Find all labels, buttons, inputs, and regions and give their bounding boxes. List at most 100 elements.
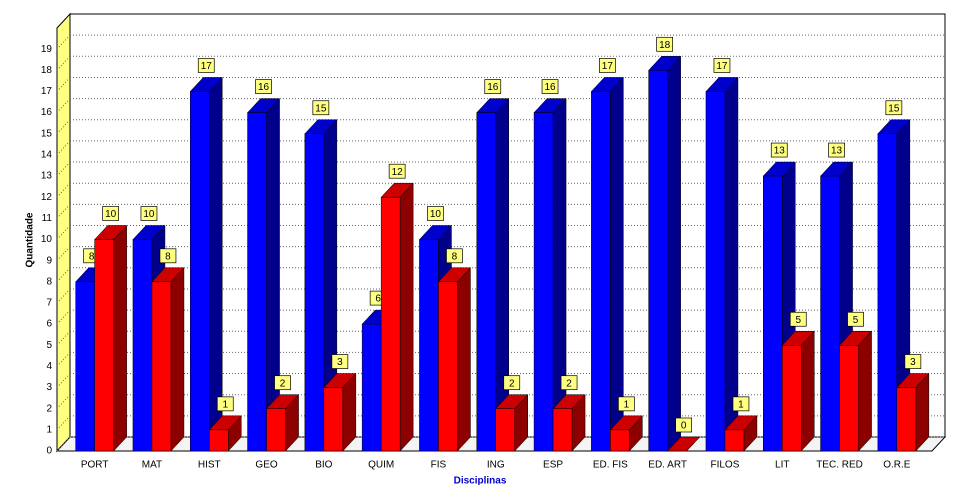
- bar-top: [667, 436, 701, 452]
- x-tick-label: ESP: [543, 460, 563, 471]
- value-label: 8: [165, 251, 171, 262]
- value-label: 16: [487, 82, 499, 93]
- tick-mark: [56, 161, 71, 177]
- y-tick-label: 4: [46, 361, 52, 372]
- y-tick-label: 7: [46, 298, 52, 309]
- bar: [648, 55, 682, 452]
- bar: [304, 119, 338, 452]
- x-tick-label: QUIM: [368, 460, 394, 471]
- bar: [151, 267, 185, 452]
- tick-mark: [56, 204, 71, 219]
- x-tick-label: ED. ART: [648, 460, 687, 471]
- bar-front: [552, 408, 573, 452]
- value-label-box: [541, 79, 559, 94]
- value-label: 10: [430, 209, 442, 220]
- bar-front: [896, 387, 917, 452]
- bar-front: [323, 387, 344, 452]
- tick-mark: [56, 436, 71, 452]
- value-label: 3: [910, 357, 916, 368]
- value-label: 2: [509, 378, 515, 389]
- value-label-box: [617, 396, 635, 412]
- bar-front: [190, 91, 210, 452]
- x-axis-label: Disciplinas: [454, 476, 507, 485]
- bar: [189, 76, 223, 452]
- value-label: 8: [452, 251, 458, 262]
- value-label-box: [312, 100, 330, 116]
- bar: [838, 330, 873, 452]
- bar: [781, 330, 815, 452]
- bar-side: [399, 182, 414, 452]
- bar-front: [94, 239, 114, 452]
- y-tick-label: 15: [41, 128, 53, 139]
- value-label-box: [197, 58, 215, 73]
- value-label: 5: [795, 315, 801, 326]
- value-label: 16: [544, 82, 556, 93]
- bar: [380, 182, 414, 452]
- bar: [208, 415, 242, 452]
- x-tick-label: ED. FIS: [593, 460, 628, 471]
- value-label-box: [388, 163, 406, 179]
- value-label-box: [770, 142, 788, 158]
- bar-front: [877, 133, 898, 452]
- y-tick-label: 1: [46, 424, 52, 435]
- tick-mark: [56, 267, 71, 283]
- bar: [590, 76, 624, 452]
- y-tick-label: 17: [41, 86, 53, 97]
- y-tick-label: 11: [42, 213, 53, 224]
- y-tick-label: 8: [46, 276, 52, 287]
- tick-mark: [56, 246, 71, 261]
- value-label: 10: [105, 209, 117, 220]
- value-label: 6: [375, 294, 381, 305]
- y-tick-label: 19: [41, 44, 53, 55]
- bar-front: [724, 429, 745, 452]
- bar: [323, 372, 357, 452]
- tick-mark: [56, 288, 71, 304]
- bar: [552, 394, 586, 452]
- bar-side: [209, 76, 223, 452]
- y-axis-label: Quantidade: [25, 212, 36, 267]
- x-tick-label: MAT: [142, 460, 162, 471]
- value-label-box: [255, 79, 272, 94]
- value-label-box: [446, 248, 463, 264]
- tick-mark: [56, 373, 71, 388]
- x-tick-label: ING: [487, 460, 505, 471]
- tick-mark: [56, 330, 71, 346]
- x-tick-label: TEC. RED: [816, 460, 863, 471]
- value-label: 8: [89, 251, 95, 262]
- value-label-box: [732, 396, 750, 412]
- bar: [94, 224, 128, 452]
- bar-front: [247, 112, 267, 452]
- bar-side: [724, 76, 739, 452]
- value-label-box: [789, 311, 807, 327]
- y-tick-label: 2: [46, 403, 52, 414]
- bar: [896, 372, 930, 452]
- bar: [246, 97, 281, 452]
- bar-front: [839, 345, 859, 452]
- bar: [476, 97, 510, 452]
- value-label: 3: [337, 357, 343, 368]
- tick-mark: [56, 34, 71, 50]
- y-tick-label: 5: [46, 340, 52, 351]
- y-tick-label: 18: [41, 65, 53, 76]
- tick-mark: [56, 119, 71, 135]
- bar-side: [113, 224, 127, 452]
- bar-front: [132, 239, 153, 452]
- tick-mark: [56, 394, 71, 410]
- tick-mark: [56, 352, 71, 367]
- bar-front: [705, 91, 726, 452]
- bar: [609, 415, 643, 452]
- value-label: 5: [853, 315, 859, 326]
- value-label: 12: [392, 167, 404, 178]
- bar-side: [457, 267, 471, 452]
- value-label-box: [885, 100, 903, 116]
- x-tick-label: FILOS: [710, 460, 739, 471]
- y-tick-label: 10: [41, 234, 53, 245]
- value-label: 15: [315, 103, 327, 114]
- x-tick-label: BIO: [315, 460, 332, 471]
- bar-front: [591, 91, 611, 452]
- value-label-box: [274, 375, 291, 391]
- bar-front: [151, 281, 172, 452]
- tick-mark: [56, 415, 71, 431]
- x-tick-label: O.R.E: [883, 460, 911, 471]
